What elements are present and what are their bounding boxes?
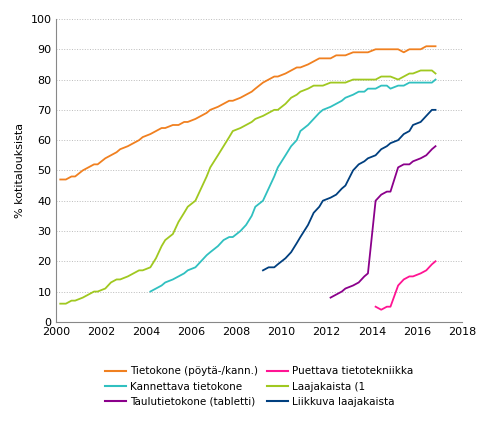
Legend: Tietokone (pöytä-/kann.), Kannettava tietokone, Taulutietokone (tabletti), Puett: Tietokone (pöytä-/kann.), Kannettava tie… xyxy=(106,366,413,407)
Y-axis label: % kotitalouksista: % kotitalouksista xyxy=(15,123,25,218)
